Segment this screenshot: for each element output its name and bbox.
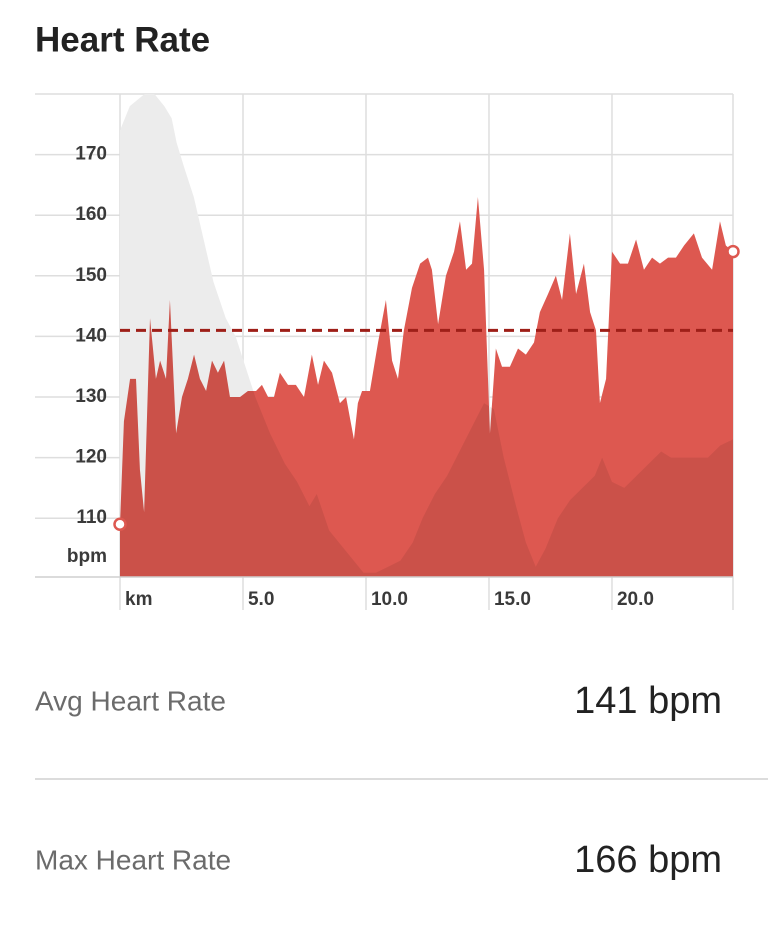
x-tick-label: 10.0 <box>371 589 408 610</box>
y-tick-label: 140 <box>75 325 107 346</box>
x-tick-label: 15.0 <box>494 589 531 610</box>
stat-value: 166 bpm <box>574 839 722 881</box>
y-axis-unit: bpm <box>67 546 107 567</box>
y-tick-label: 160 <box>75 204 107 225</box>
y-tick-label: 150 <box>75 265 107 286</box>
elevation-overlap <box>120 197 733 577</box>
end-marker <box>726 244 740 259</box>
y-tick-label: 120 <box>75 447 107 468</box>
y-tick-label: 130 <box>75 386 107 407</box>
chart-title: Heart Rate <box>35 20 210 59</box>
overlap-group <box>120 197 733 577</box>
stat-label: Avg Heart Rate <box>35 685 226 716</box>
x-tick-label: 20.0 <box>617 589 654 610</box>
stat-label: Max Heart Rate <box>35 844 231 875</box>
end-marker <box>113 517 127 532</box>
y-tick-label: 170 <box>75 144 107 165</box>
x-tick-label: 5.0 <box>248 589 274 610</box>
plot: 110 120 130 140 150 160 170 km 5.0 10.0 15.0 20.0 <box>35 93 740 610</box>
stat-value: 141 bpm <box>574 680 722 722</box>
y-tick-label: 110 <box>76 507 107 528</box>
x-tick-label: km <box>125 589 152 610</box>
heart-rate-area <box>120 197 733 577</box>
